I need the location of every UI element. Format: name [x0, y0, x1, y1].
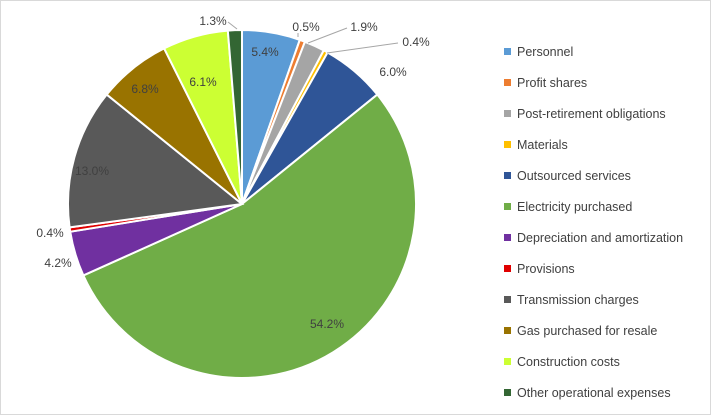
leader-line-other-operational-expenses: [227, 21, 238, 30]
legend-swatch: [504, 296, 511, 303]
legend-swatch: [504, 327, 511, 334]
legend-swatch: [504, 203, 511, 210]
legend-item-other-operational-expenses: Other operational expenses: [501, 383, 706, 414]
legend-item-construction-costs: Construction costs: [501, 352, 706, 383]
legend-item-profit-shares: Profit shares: [501, 73, 706, 104]
legend-item-materials: Materials: [501, 135, 706, 166]
data-label-transmission-charges: 13.0%: [75, 164, 109, 178]
pie-slice-other-operational-expenses: [226, 28, 243, 205]
legend-item-electricity-purchased: Electricity purchased: [501, 197, 706, 228]
data-label-depreciation-and-amortization: 4.2%: [44, 256, 72, 270]
legend-item-personnel: Personnel: [501, 42, 706, 73]
legend-label: Electricity purchased: [517, 200, 633, 214]
pie-slice-electricity-purchased: [82, 93, 417, 379]
legend-label: Construction costs: [517, 355, 620, 369]
legend-swatch: [504, 48, 511, 55]
data-label-gas-purchased-for-resale: 6.8%: [131, 82, 159, 96]
legend-item-gas-purchased-for-resale: Gas purchased for resale: [501, 321, 706, 352]
legend-label: Personnel: [517, 45, 574, 59]
legend-label: Post-retirement obligations: [517, 107, 666, 121]
legend-swatch: [504, 79, 511, 86]
data-label-other-operational-expenses: 1.3%: [199, 14, 227, 28]
legend-swatch: [504, 234, 511, 241]
pie-slice-transmission-charges: [67, 93, 245, 229]
legend-label: Materials: [517, 138, 568, 152]
legend-swatch: [504, 172, 511, 179]
legend-item-outsourced-services: Outsourced services: [501, 166, 706, 197]
data-label-profit-shares: 0.5%: [292, 20, 320, 34]
leader-line-materials: [326, 42, 399, 54]
data-label-personnel: 5.4%: [251, 45, 279, 59]
leader-line-post-retirement-obligations: [307, 27, 348, 44]
legend-swatch: [504, 265, 511, 272]
data-label-outsourced-services: 6.0%: [379, 65, 407, 79]
data-label-electricity-purchased: 54.2%: [310, 317, 344, 331]
data-label-provisions: 0.4%: [36, 226, 64, 240]
legend-item-transmission-charges: Transmission charges: [501, 290, 706, 321]
legend-label: Provisions: [517, 262, 575, 276]
legend-label: Transmission charges: [517, 293, 639, 307]
legend-label: Depreciation and amortization: [517, 231, 684, 245]
legend-label: Gas purchased for resale: [517, 324, 658, 338]
data-label-materials: 0.4%: [402, 35, 430, 49]
legend-label: Outsourced services: [517, 169, 631, 183]
legend-label: Profit shares: [517, 76, 588, 90]
legend: Personnel Profit shares Post-retirement ob…: [501, 42, 706, 414]
legend-label: Other operational expenses: [517, 386, 671, 400]
legend-swatch: [504, 110, 511, 117]
legend-swatch: [504, 141, 511, 148]
legend-item-provisions: Provisions: [501, 259, 706, 290]
legend-item-post-retirement-obligations: Post-retirement obligations: [501, 104, 706, 135]
data-label-post-retirement-obligations: 1.9%: [350, 20, 378, 34]
legend-item-depreciation-and-amortization: Depreciation and amortization: [501, 228, 706, 259]
data-label-construction-costs: 6.1%: [189, 75, 217, 89]
legend-swatch: [504, 389, 511, 396]
legend-swatch: [504, 358, 511, 365]
